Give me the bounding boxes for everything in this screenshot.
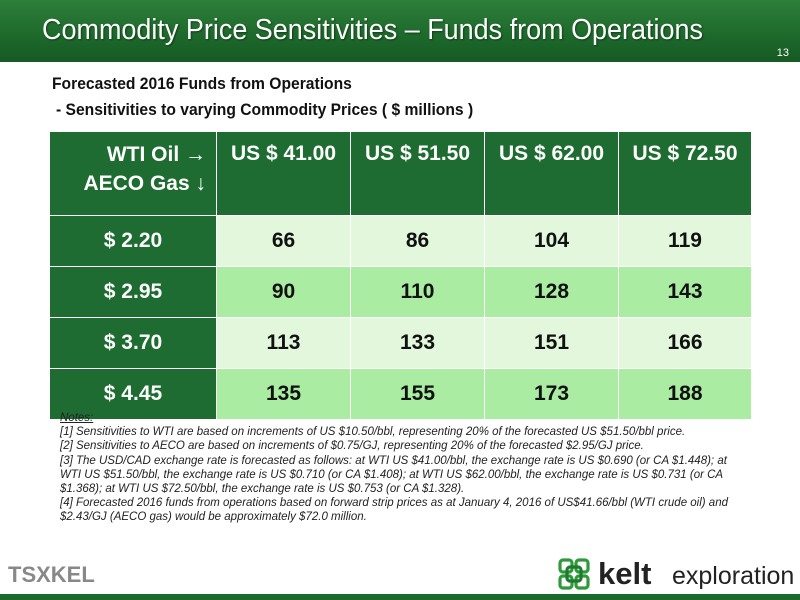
subtitle-line-2: - Sensitivities to varying Commodity Pri… (56, 100, 474, 119)
row-header: $ 2.95 (49, 266, 217, 318)
notes-heading: Notes: (60, 412, 94, 424)
table-cell: 128 (484, 266, 619, 318)
kelt-exploration-logo: kelt exploration (556, 556, 796, 594)
table-cell: 86 (350, 215, 485, 267)
row-header: $ 3.70 (49, 317, 217, 369)
column-header: US $ 51.50 (350, 131, 485, 216)
table-cell: 166 (618, 317, 752, 369)
table-row: $ 3.70 113 133 151 166 (49, 317, 752, 369)
table-row: $ 4.45 135 155 173 188 (49, 368, 752, 420)
table-header-row: WTI Oil → AECO Gas ↓ US $ 41.00 US $ 51.… (49, 131, 752, 216)
tsx-text: TSX (8, 562, 51, 587)
note-item: [4] Forecasted 2016 funds from operation… (60, 497, 728, 524)
brand-subtitle: exploration (672, 562, 795, 590)
subtitle-line-1: Forecasted 2016 Funds from Operations (52, 74, 352, 93)
sensitivity-table: WTI Oil → AECO Gas ↓ US $ 41.00 US $ 51.… (49, 131, 752, 420)
table-cell: 66 (216, 215, 351, 267)
page-number: 13 (776, 47, 789, 59)
row-header: $ 2.20 (49, 215, 217, 267)
tsx-kel-ticker-logo: TSXKEL (8, 562, 95, 588)
table-cell: 110 (350, 266, 485, 318)
table-cell: 90 (216, 266, 351, 318)
corner-header: WTI Oil → AECO Gas ↓ (49, 131, 217, 216)
slide-header: Commodity Price Sensitivities – Funds fr… (0, 0, 800, 62)
kel-text: KEL (50, 562, 95, 587)
brand-word: kelt (598, 556, 652, 591)
table-cell: 104 (484, 215, 619, 267)
notes-section: Notes: [1] Sensitivities to WTI are base… (60, 411, 750, 525)
corner-wti-label: WTI Oil → (106, 143, 206, 166)
kelt-knot-icon (558, 558, 590, 590)
table-cell: 173 (484, 368, 619, 420)
table-cell: 151 (484, 317, 619, 369)
note-item: [3] The USD/CAD exchange rate is forecas… (60, 454, 727, 496)
footer-bar (0, 594, 800, 600)
column-header: US $ 62.00 (484, 131, 619, 216)
table-row: $ 2.95 90 110 128 143 (49, 266, 752, 318)
table-cell: 133 (350, 317, 485, 369)
table-row: $ 2.20 66 86 104 119 (49, 215, 752, 267)
corner-aeco-label: AECO Gas ↓ (83, 172, 206, 195)
table-cell: 143 (618, 266, 752, 318)
column-header: US $ 72.50 (618, 131, 752, 216)
table-cell: 188 (618, 368, 752, 420)
table-cell: 113 (216, 317, 351, 369)
note-item: [1] Sensitivities to WTI are based on in… (60, 426, 686, 439)
column-header: US $ 41.00 (216, 131, 351, 216)
note-item: [2] Sensitivities to AECO are based on i… (60, 440, 644, 453)
slide-title: Commodity Price Sensitivities – Funds fr… (42, 14, 704, 46)
table-cell: 119 (618, 215, 752, 267)
row-header: $ 4.45 (49, 368, 217, 420)
table-cell: 155 (350, 368, 485, 420)
